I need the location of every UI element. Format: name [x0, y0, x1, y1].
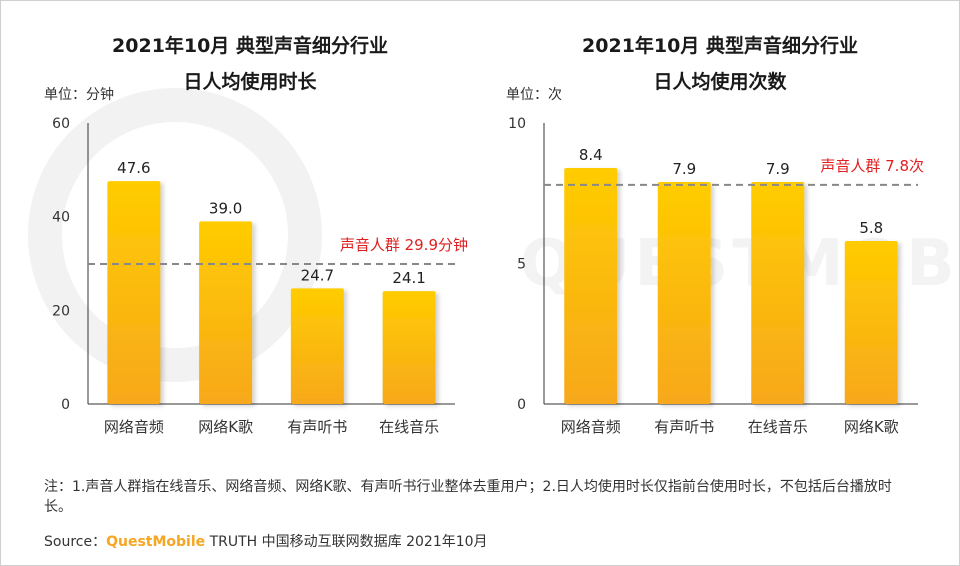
bar: [564, 167, 618, 404]
left-chart-title: 2021年10月 典型声音细分行业 日人均使用时长: [60, 28, 440, 100]
x-category-label: 在线音乐: [379, 418, 439, 436]
x-category-label: 有声听书: [654, 418, 714, 436]
bar-value-label: 47.6: [117, 159, 150, 177]
bar: [751, 182, 805, 404]
y-tick-label: 10: [508, 116, 526, 132]
source-prefix: Source：: [44, 534, 107, 550]
right-chart-title-line1: 2021年10月 典型声音细分行业: [582, 35, 858, 57]
footnote: 注：1.声音人群指在线音乐、网络音频、网络K歌、有声听书行业整体去重用户；2.日…: [44, 479, 892, 515]
x-category-label: 在线音乐: [748, 418, 808, 436]
bar-value-label: 24.1: [392, 269, 425, 287]
y-tick-label: 5: [517, 257, 526, 273]
x-category-label: 网络音频: [561, 418, 621, 436]
bar: [844, 241, 898, 404]
source-line: Source：QuestMobile TRUTH 中国移动互联网数据库 2021…: [44, 531, 488, 551]
right-chart-title: 2021年10月 典型声音细分行业 日人均使用次数: [530, 28, 910, 100]
bar: [382, 291, 436, 404]
x-category-label: 网络音频: [104, 418, 164, 436]
y-tick-label: 0: [61, 397, 70, 413]
x-category-label: 网络K歌: [844, 418, 899, 436]
bar: [657, 182, 711, 404]
bar: [290, 288, 344, 404]
bar: [107, 181, 161, 404]
y-tick-label: 0: [517, 397, 526, 413]
y-tick-label: 20: [52, 303, 70, 319]
bar: [199, 221, 253, 404]
bar-value-label: 7.9: [766, 160, 790, 178]
bar-value-label: 5.8: [859, 219, 883, 237]
bar-value-label: 24.7: [301, 266, 334, 284]
bar-value-label: 39.0: [209, 199, 242, 217]
x-category-label: 有声听书: [287, 418, 347, 436]
bar-value-label: 8.4: [579, 146, 603, 164]
right-chart-title-line2: 日人均使用次数: [653, 71, 787, 93]
bar-value-label: 7.9: [672, 160, 696, 178]
left-chart-unit-label: 单位：分钟: [44, 87, 114, 103]
source-brand: QuestMobile: [106, 534, 206, 550]
right-chart-unit-label: 单位：次: [506, 87, 562, 103]
y-tick-label: 60: [52, 116, 70, 132]
reference-line-label: 声音人群 29.9分钟: [340, 236, 468, 254]
left-chart-title-line2: 日人均使用时长: [183, 71, 317, 93]
y-tick-label: 40: [52, 210, 70, 226]
source-suffix: TRUTH 中国移动互联网数据库 2021年10月: [205, 534, 488, 550]
reference-line-label: 声音人群 7.8次: [820, 157, 924, 175]
left-chart-title-line1: 2021年10月 典型声音细分行业: [112, 35, 388, 57]
x-category-label: 网络K歌: [198, 418, 253, 436]
